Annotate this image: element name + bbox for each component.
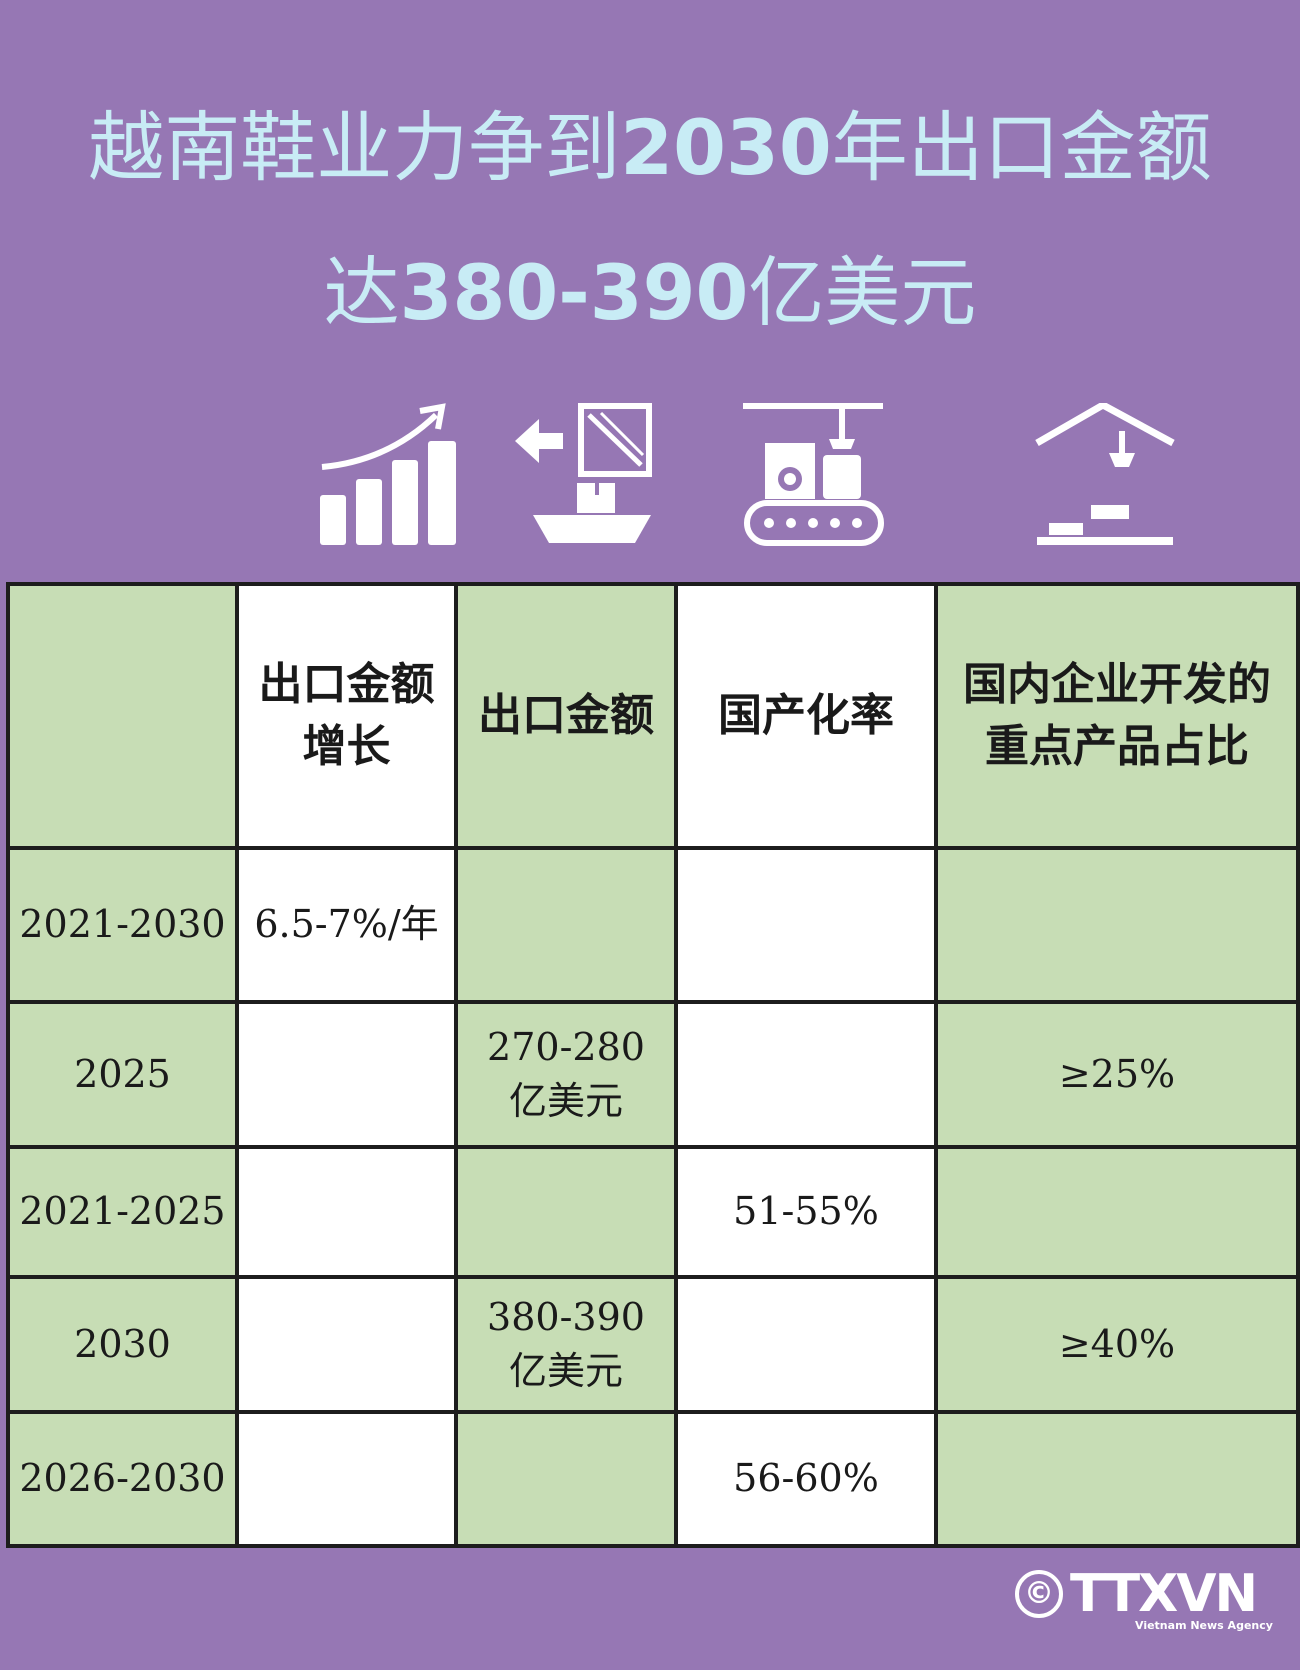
table-row: 2021-2025 51-55% bbox=[6, 1145, 1300, 1279]
row-localization bbox=[674, 1275, 938, 1414]
row-growth bbox=[235, 1000, 458, 1149]
row-localization bbox=[674, 846, 938, 1004]
agency-logo: TTXVN bbox=[1070, 1564, 1258, 1624]
table-row: 2030 380-390 亿美元 ≥40% bbox=[6, 1275, 1300, 1414]
table-row: 2026-2030 56-60% bbox=[6, 1410, 1300, 1548]
title-unit: 亿美元 bbox=[748, 248, 977, 337]
row-period: 2026-2030 bbox=[6, 1410, 239, 1548]
row-growth bbox=[235, 1145, 458, 1279]
row-export: 380-390 亿美元 bbox=[454, 1275, 678, 1414]
header-domestic-share: 国内企业开发的 重点产品占比 bbox=[934, 582, 1300, 850]
title-year: 2030 bbox=[620, 103, 832, 192]
row-growth: 6.5-7%/年 bbox=[235, 846, 458, 1004]
header-localization-rate: 国产化率 bbox=[674, 582, 938, 850]
row-period: 2021-2025 bbox=[6, 1145, 239, 1279]
factory-conveyor-icon bbox=[743, 403, 884, 546]
targets-table: 出口金额 增长 出口金额 国产化率 国内企业开发的 重点产品占比 2021-2030… bbox=[6, 582, 1300, 1548]
row-period: 2025 bbox=[6, 1000, 239, 1149]
title-text: 达 bbox=[323, 248, 400, 337]
row-export bbox=[454, 846, 678, 1004]
table-header-row: 出口金额 增长 出口金额 国产化率 国内企业开发的 重点产品占比 bbox=[6, 582, 1300, 850]
row-export bbox=[454, 1410, 678, 1548]
agency-logo-subtitle: Vietnam News Agency bbox=[1135, 1619, 1273, 1632]
header-export-growth: 出口金额 增长 bbox=[235, 582, 458, 850]
row-period: 2021-2030 bbox=[6, 846, 239, 1004]
crane-icon bbox=[1035, 403, 1175, 545]
page-title-line-2: 达380-390亿美元 bbox=[0, 255, 1300, 331]
row-period: 2030 bbox=[6, 1275, 239, 1414]
row-share bbox=[934, 1410, 1300, 1548]
table-row: 2025 270-280 亿美元 ≥25% bbox=[6, 1000, 1300, 1149]
page-title-line-1: 越南鞋业力争到2030年出口金额 bbox=[0, 110, 1300, 186]
growth-chart-icon bbox=[320, 403, 456, 545]
row-share bbox=[934, 846, 1300, 1004]
row-growth bbox=[235, 1410, 458, 1548]
row-export bbox=[454, 1145, 678, 1279]
row-export: 270-280 亿美元 bbox=[454, 1000, 678, 1149]
row-share: ≥40% bbox=[934, 1275, 1300, 1414]
row-share: ≥25% bbox=[934, 1000, 1300, 1149]
export-ship-icon bbox=[515, 403, 652, 543]
title-text: 越南鞋业力争到 bbox=[88, 103, 621, 192]
header-export-value: 出口金额 bbox=[454, 582, 678, 850]
row-growth bbox=[235, 1275, 458, 1414]
title-amount: 380-390 bbox=[399, 248, 749, 337]
row-share bbox=[934, 1145, 1300, 1279]
header-period bbox=[6, 582, 239, 850]
row-localization bbox=[674, 1000, 938, 1149]
title-text: 年出口金额 bbox=[831, 103, 1212, 192]
table-row: 2021-2030 6.5-7%/年 bbox=[6, 846, 1300, 1004]
copyright-icon: © bbox=[1015, 1570, 1063, 1618]
row-localization: 56-60% bbox=[674, 1410, 938, 1548]
row-localization: 51-55% bbox=[674, 1145, 938, 1279]
